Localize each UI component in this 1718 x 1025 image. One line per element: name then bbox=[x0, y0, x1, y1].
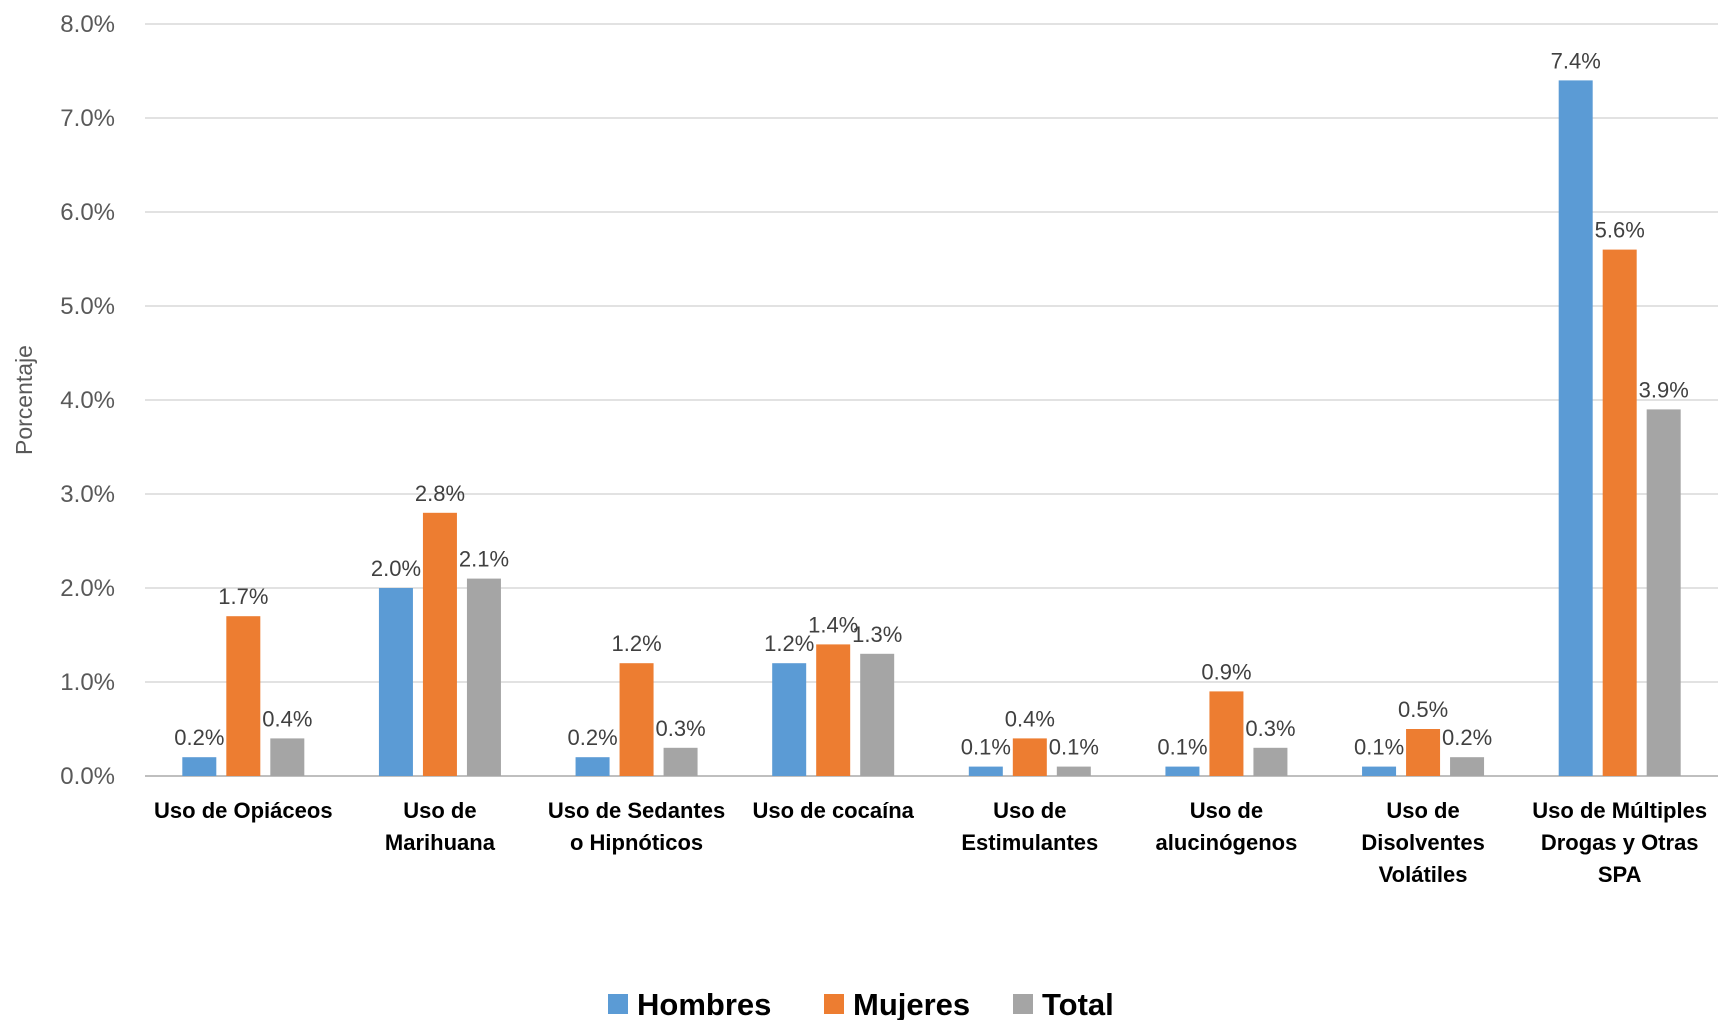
category-label: alucinógenos bbox=[1156, 830, 1298, 855]
category-label: Marihuana bbox=[385, 830, 496, 855]
category-label: Uso de Múltiples bbox=[1532, 798, 1707, 823]
y-tick-label: 1.0% bbox=[60, 669, 115, 696]
y-axis-title: Porcentaje bbox=[11, 345, 37, 455]
data-label: 0.1% bbox=[1049, 735, 1099, 760]
bars bbox=[182, 80, 1681, 777]
y-tick-label: 0.0% bbox=[60, 763, 115, 790]
category-label: Uso de bbox=[1386, 798, 1459, 823]
bar-hombres-3 bbox=[772, 663, 807, 776]
data-label: 1.2% bbox=[764, 631, 814, 656]
data-label: 0.1% bbox=[961, 735, 1011, 760]
data-label: 0.4% bbox=[1005, 706, 1055, 731]
data-label: 1.4% bbox=[808, 612, 858, 637]
bar-total-5 bbox=[1253, 747, 1288, 776]
data-label: 0.5% bbox=[1398, 697, 1448, 722]
data-label: 1.7% bbox=[218, 584, 268, 609]
legend-item-mujeres: Mujeres bbox=[824, 987, 970, 1022]
bar-mujeres-5 bbox=[1209, 691, 1244, 776]
category-label: o Hipnóticos bbox=[570, 830, 703, 855]
category-label: Disolventes bbox=[1361, 830, 1485, 855]
legend: Hombres Mujeres Total bbox=[608, 987, 1114, 1022]
bar-hombres-6 bbox=[1362, 766, 1397, 776]
bar-hombres-4 bbox=[968, 766, 1003, 776]
bar-hombres-2 bbox=[575, 757, 610, 776]
legend-item-total: Total bbox=[1013, 987, 1114, 1022]
legend-label: Total bbox=[1042, 987, 1114, 1020]
bar-mujeres-4 bbox=[1012, 738, 1047, 776]
bar-total-4 bbox=[1056, 766, 1091, 776]
bar-total-7 bbox=[1646, 409, 1681, 776]
y-tick-label: 2.0% bbox=[60, 575, 115, 602]
data-label: 1.3% bbox=[852, 622, 902, 647]
bar-total-1 bbox=[466, 578, 501, 776]
legend-swatch bbox=[608, 994, 628, 1014]
y-tick-label: 8.0% bbox=[60, 11, 115, 38]
data-label: 7.4% bbox=[1551, 48, 1601, 73]
axis-titles: Porcentaje bbox=[11, 345, 37, 455]
category-label: Drogas y Otras bbox=[1541, 830, 1699, 855]
y-tick-label: 6.0% bbox=[60, 199, 115, 226]
bar-hombres-7 bbox=[1558, 80, 1593, 776]
category-label: Uso de Opiáceos bbox=[154, 798, 333, 823]
x-axis-categories: Uso de Opiáceos Uso de Marihuana Uso de Sed… bbox=[154, 798, 1707, 887]
data-label: 0.2% bbox=[1442, 725, 1492, 750]
legend-label: Mujeres bbox=[853, 987, 970, 1020]
category-label: Estimulantes bbox=[961, 830, 1098, 855]
data-label: 1.2% bbox=[611, 631, 661, 656]
data-label: 0.1% bbox=[1354, 735, 1404, 760]
category-label: Uso de bbox=[1190, 798, 1263, 823]
bar-mujeres-6 bbox=[1406, 729, 1441, 776]
data-label: 3.9% bbox=[1639, 377, 1689, 402]
data-label: 0.3% bbox=[655, 716, 705, 741]
bar-mujeres-1 bbox=[422, 512, 457, 776]
bar-mujeres-0 bbox=[226, 616, 261, 776]
data-label: 2.8% bbox=[415, 481, 465, 506]
bar-hombres-5 bbox=[1165, 766, 1200, 776]
y-tick-label: 5.0% bbox=[60, 293, 115, 320]
category-label: Uso de bbox=[993, 798, 1066, 823]
legend-swatch bbox=[824, 994, 844, 1014]
bar-total-2 bbox=[663, 747, 698, 776]
bar-total-6 bbox=[1450, 757, 1485, 776]
y-tick-label: 4.0% bbox=[60, 387, 115, 414]
y-axis-ticks: 0.0% 1.0% 2.0% 3.0% 4.0% 5.0% 6.0% 7.0% 8.0% bbox=[60, 11, 115, 790]
bar-hombres-0 bbox=[182, 757, 217, 776]
y-tick-label: 7.0% bbox=[60, 105, 115, 132]
category-label: Uso de cocaína bbox=[752, 798, 914, 823]
data-label: 0.2% bbox=[567, 725, 617, 750]
data-label: 2.0% bbox=[371, 556, 421, 581]
data-label: 0.1% bbox=[1157, 735, 1207, 760]
bar-total-0 bbox=[270, 738, 305, 776]
data-label: 0.9% bbox=[1201, 659, 1251, 684]
category-label: SPA bbox=[1598, 862, 1642, 887]
data-label: 2.1% bbox=[459, 547, 509, 572]
data-labels: 0.2% 1.7% 0.4% 2.0% 2.8% 2.1% 0.2% 1.2% 0.3% 1.2%… bbox=[174, 48, 1689, 759]
legend-label: Hombres bbox=[637, 987, 771, 1020]
legend-item-hombres: Hombres bbox=[608, 987, 771, 1022]
data-label: 5.6% bbox=[1595, 218, 1645, 243]
category-label: Uso de Sedantes bbox=[548, 798, 725, 823]
bar-mujeres-2 bbox=[619, 663, 654, 776]
category-label: Volátiles bbox=[1379, 862, 1468, 887]
data-label: 0.2% bbox=[174, 725, 224, 750]
y-tick-label: 3.0% bbox=[60, 481, 115, 508]
bar-total-3 bbox=[860, 653, 895, 776]
category-label: Uso de bbox=[403, 798, 476, 823]
bar-mujeres-3 bbox=[816, 644, 851, 776]
data-label: 0.4% bbox=[262, 706, 312, 731]
data-label: 0.3% bbox=[1245, 716, 1295, 741]
bar-hombres-1 bbox=[378, 588, 413, 776]
legend-swatch bbox=[1013, 994, 1033, 1014]
bar-mujeres-7 bbox=[1602, 249, 1637, 777]
